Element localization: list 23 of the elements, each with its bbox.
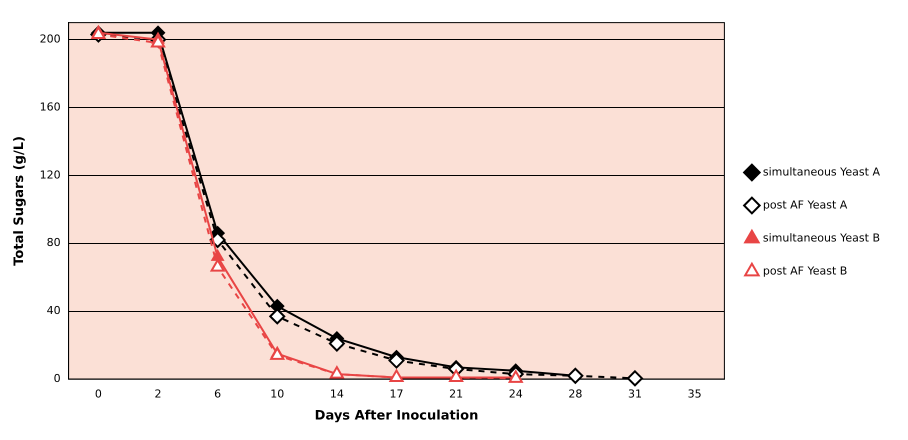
x-tick-label: 21 — [449, 388, 464, 401]
y-tick-label: 80 — [46, 236, 61, 250]
y-tick-label: 200 — [40, 32, 61, 46]
x-axis-title: Days After Inoculation — [314, 408, 478, 424]
legend-label: simultaneous Yeast A — [762, 165, 880, 178]
x-tick-label: 14 — [330, 388, 344, 401]
y-tick-label: 120 — [40, 168, 61, 182]
x-tick-label: 31 — [628, 388, 642, 401]
x-tick-label: 6 — [214, 388, 222, 401]
x-tick-label: 17 — [389, 388, 404, 401]
y-tick-label: 0 — [54, 372, 61, 386]
legend-label: post AF Yeast A — [762, 198, 848, 212]
x-tick-label: 0 — [94, 388, 102, 401]
x-tick-label: 24 — [508, 388, 523, 401]
y-tick-label: 160 — [40, 100, 61, 114]
legend-label: post AF Yeast B — [762, 264, 848, 278]
y-axis-title: Total Sugars (g/L) — [12, 136, 28, 266]
x-tick-label: 28 — [568, 388, 582, 401]
x-tick-label: 35 — [688, 388, 702, 401]
legend-label: simultaneous Yeast B — [762, 231, 880, 244]
y-tick-label: 40 — [46, 304, 61, 318]
x-tick-label: 2 — [154, 388, 162, 401]
x-tick-label: 10 — [270, 388, 284, 401]
